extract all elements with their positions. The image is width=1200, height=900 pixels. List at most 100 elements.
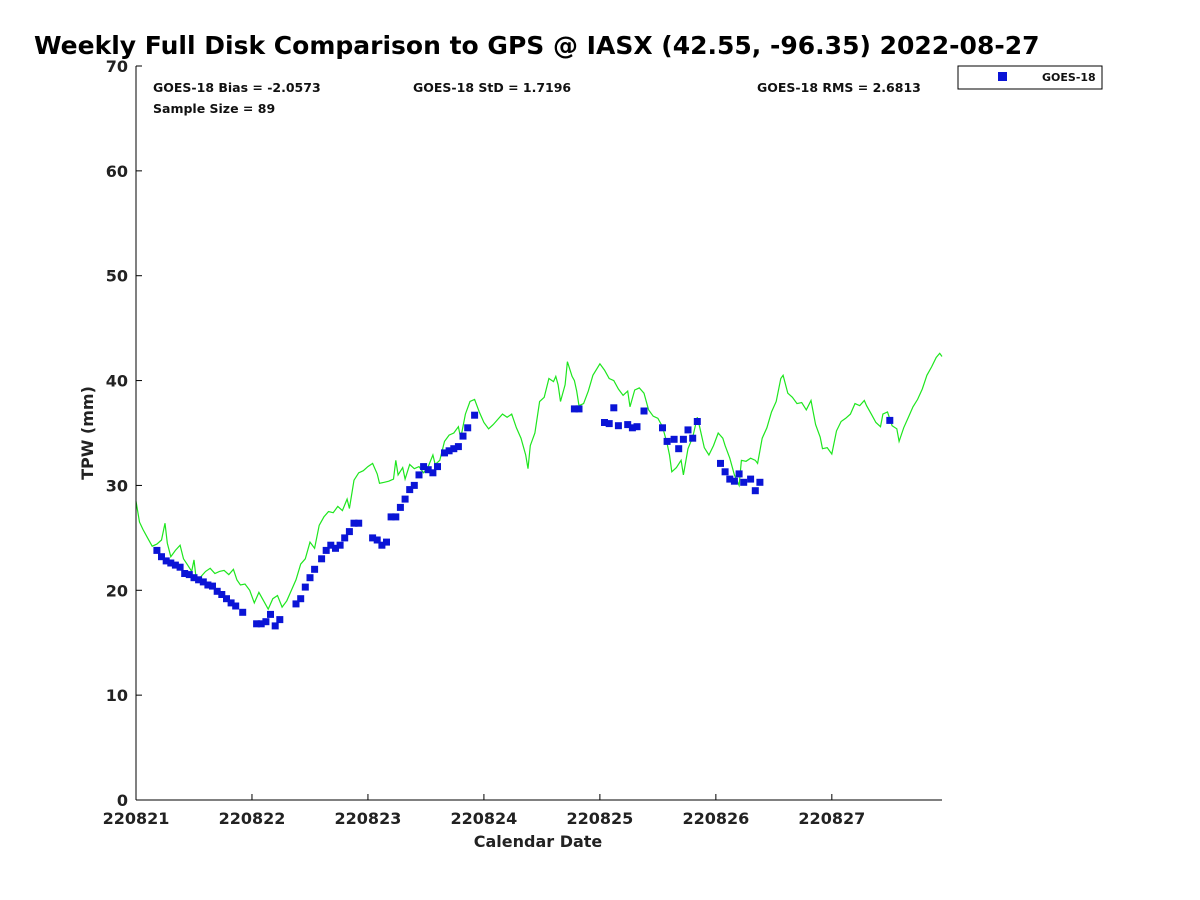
goes-18-point <box>204 581 212 589</box>
goes-18-point <box>721 468 729 476</box>
goes-18-point <box>410 481 418 489</box>
goes-18-point <box>740 478 748 486</box>
goes-18-point <box>670 435 678 443</box>
chart-title: Weekly Full Disk Comparison to GPS @ IAS… <box>34 31 1040 60</box>
y-tick-label: 60 <box>106 162 128 181</box>
goes-18-point <box>464 424 472 432</box>
goes-18-point <box>415 471 423 479</box>
bias-stat: GOES-18 Bias = -2.0573 <box>153 80 321 95</box>
goes-18-point <box>218 591 226 598</box>
goes-18-point <box>341 534 349 542</box>
goes-18-point <box>292 600 300 608</box>
goes-18-point <box>350 519 358 527</box>
goes-18-point <box>663 437 671 445</box>
goes-18-point <box>640 407 648 415</box>
goes-18-point <box>227 599 235 607</box>
goes-18-point <box>689 434 697 442</box>
x-tick-label: 220824 <box>451 809 518 828</box>
x-tick-label: 220822 <box>219 809 286 828</box>
goes-18-point <box>717 459 724 467</box>
goes-18-point <box>751 487 759 495</box>
goes-18-point <box>355 519 363 527</box>
goes-18-point <box>373 536 381 544</box>
goes-18-point <box>693 418 701 425</box>
goes-18-point <box>886 416 894 424</box>
goes-18-point <box>383 538 390 546</box>
y-tick-label: 0 <box>117 791 128 810</box>
y-axis-label: TPW (mm) <box>78 386 97 480</box>
goes-18-point <box>199 578 207 586</box>
goes-18-point <box>209 582 216 590</box>
goes-18-point <box>406 486 414 494</box>
goes-18-point <box>262 618 270 626</box>
goes-18-point <box>301 583 309 591</box>
goes-18-point <box>387 513 395 521</box>
goes-18-point <box>633 423 641 431</box>
x-tick-label: 220821 <box>103 809 170 828</box>
goes-18-point <box>392 513 400 521</box>
sample-size-stat: Sample Size = 89 <box>153 101 275 116</box>
goes-18-point <box>730 477 738 485</box>
rms-stat: GOES-18 RMS = 2.6813 <box>757 80 921 95</box>
x-ticks: 220821 220822 220823 220824 220825 220826 2208… <box>103 794 865 828</box>
goes-18-point <box>158 553 165 561</box>
goes-18-point <box>424 466 432 474</box>
y-tick-label: 40 <box>106 372 128 391</box>
goes-18-point <box>570 405 578 413</box>
goes-18-point <box>679 435 687 443</box>
goes-18-point <box>223 595 230 603</box>
goes-18-point <box>167 559 175 567</box>
goes-18-point <box>659 424 666 432</box>
goes-18-point <box>311 565 319 573</box>
goes-18-point <box>628 424 636 432</box>
goes-18-point <box>429 469 437 477</box>
goes-18-point <box>735 470 743 478</box>
y-tick-label: 30 <box>106 476 128 495</box>
goes-18-point <box>322 546 330 554</box>
goes-18-point <box>471 411 479 419</box>
goes-18-point <box>601 419 608 426</box>
y-tick-label: 70 <box>106 57 128 76</box>
axes <box>135 66 942 801</box>
goes-18-point <box>267 610 274 618</box>
goes-18-point <box>195 576 203 584</box>
goes-18-point <box>454 443 462 451</box>
goes-18-point <box>181 570 189 577</box>
goes-18-point <box>434 463 441 471</box>
goes-18-point <box>213 587 221 595</box>
goes-18-point <box>297 595 305 603</box>
x-tick-label: 220825 <box>566 809 633 828</box>
goes-18-point <box>396 503 404 511</box>
legend-label-goes-18: GOES-18 <box>1042 71 1096 84</box>
goes-18-point <box>318 555 326 563</box>
y-ticks: 0 10 20 30 40 50 60 70 <box>106 57 142 810</box>
goes-18-point <box>401 495 409 503</box>
goes-18-point <box>441 449 448 457</box>
x-axis-label: Calendar Date <box>474 832 603 851</box>
goes-18-point <box>306 574 314 582</box>
goes-18-point <box>445 447 453 455</box>
goes-18-point <box>276 616 284 624</box>
x-tick-label: 220826 <box>682 809 749 828</box>
x-tick-label: 220823 <box>335 809 402 828</box>
y-tick-label: 10 <box>106 686 128 705</box>
goes-18-point <box>171 561 179 569</box>
goes-18-point <box>624 421 632 429</box>
goes-18-point <box>610 404 618 412</box>
goes-18-point <box>327 541 335 549</box>
goes-18-point <box>153 546 161 554</box>
goes-18-point <box>176 563 184 571</box>
goes-18-point <box>239 608 247 616</box>
y-tick-label: 50 <box>106 267 128 286</box>
x-tick-label: 220827 <box>798 809 865 828</box>
goes-18-point <box>369 534 377 542</box>
goes-18-point <box>162 557 170 565</box>
goes-18-point <box>253 620 261 628</box>
goes-18-point <box>336 541 344 549</box>
goes-18-point <box>232 602 240 610</box>
gps-series <box>135 352 943 611</box>
goes-18-point <box>190 574 198 582</box>
goes-18-series <box>153 404 894 630</box>
goes-18-point <box>420 463 428 471</box>
